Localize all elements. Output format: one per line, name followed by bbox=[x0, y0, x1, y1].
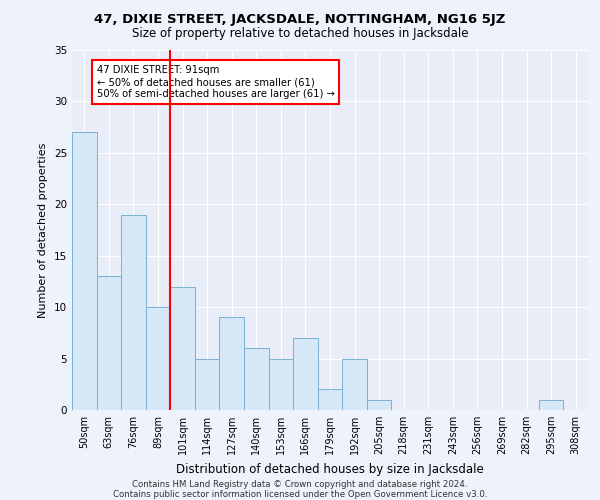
Bar bbox=[293, 338, 318, 410]
Bar bbox=[539, 400, 563, 410]
Bar bbox=[170, 286, 195, 410]
Bar bbox=[195, 358, 220, 410]
Y-axis label: Number of detached properties: Number of detached properties bbox=[38, 142, 49, 318]
Bar bbox=[72, 132, 97, 410]
Bar bbox=[318, 390, 342, 410]
Bar bbox=[367, 400, 391, 410]
Bar bbox=[146, 307, 170, 410]
Bar bbox=[220, 318, 244, 410]
Text: Contains HM Land Registry data © Crown copyright and database right 2024.: Contains HM Land Registry data © Crown c… bbox=[132, 480, 468, 489]
Bar bbox=[342, 358, 367, 410]
Bar bbox=[97, 276, 121, 410]
Text: 47 DIXIE STREET: 91sqm
← 50% of detached houses are smaller (61)
50% of semi-det: 47 DIXIE STREET: 91sqm ← 50% of detached… bbox=[97, 66, 334, 98]
Bar bbox=[269, 358, 293, 410]
Bar bbox=[244, 348, 269, 410]
Text: Contains public sector information licensed under the Open Government Licence v3: Contains public sector information licen… bbox=[113, 490, 487, 499]
Text: 47, DIXIE STREET, JACKSDALE, NOTTINGHAM, NG16 5JZ: 47, DIXIE STREET, JACKSDALE, NOTTINGHAM,… bbox=[94, 12, 506, 26]
X-axis label: Distribution of detached houses by size in Jacksdale: Distribution of detached houses by size … bbox=[176, 462, 484, 475]
Text: Size of property relative to detached houses in Jacksdale: Size of property relative to detached ho… bbox=[132, 28, 468, 40]
Bar bbox=[121, 214, 146, 410]
